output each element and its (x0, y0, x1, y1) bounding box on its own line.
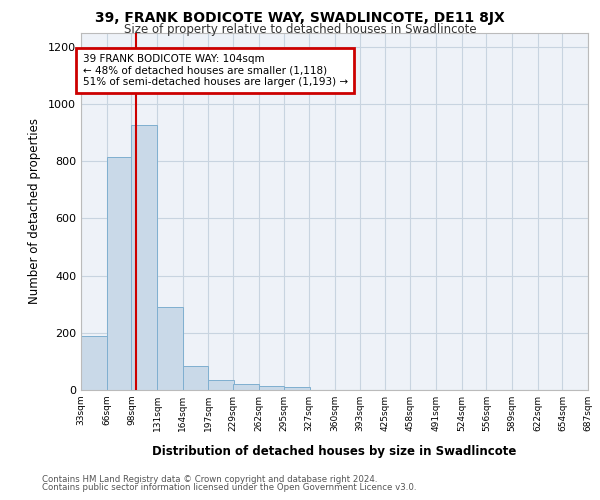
Bar (107, 157, 132, 390)
Bar (208, 380, 234, 390)
Y-axis label: Number of detached properties: Number of detached properties (28, 118, 41, 304)
Bar (81, 336, 107, 390)
Bar (182, 366, 208, 390)
Text: 39, FRANK BODICOTE WAY, SWADLINCOTE, DE11 8JX: 39, FRANK BODICOTE WAY, SWADLINCOTE, DE1… (95, 11, 505, 25)
Text: Contains HM Land Registry data © Crown copyright and database right 2024.: Contains HM Land Registry data © Crown c… (42, 475, 377, 484)
Bar (233, 384, 259, 390)
Text: Size of property relative to detached houses in Swadlincote: Size of property relative to detached ho… (124, 22, 476, 36)
Bar (259, 386, 284, 390)
Text: Contains public sector information licensed under the Open Government Licence v3: Contains public sector information licen… (42, 483, 416, 492)
Bar (284, 387, 310, 390)
Bar (131, 126, 157, 390)
X-axis label: Distribution of detached houses by size in Swadlincote: Distribution of detached houses by size … (152, 445, 517, 458)
Bar (157, 307, 182, 390)
Text: 39 FRANK BODICOTE WAY: 104sqm
← 48% of detached houses are smaller (1,118)
51% o: 39 FRANK BODICOTE WAY: 104sqm ← 48% of d… (83, 54, 347, 87)
